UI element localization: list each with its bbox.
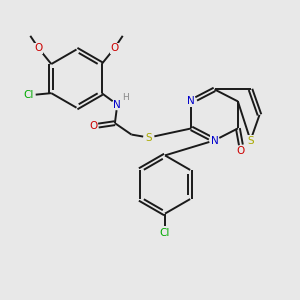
Text: Cl: Cl: [23, 90, 33, 100]
Text: S: S: [146, 133, 152, 142]
Text: O: O: [110, 44, 118, 53]
Text: N: N: [113, 100, 121, 110]
Text: N: N: [187, 96, 194, 106]
Text: H: H: [122, 94, 129, 103]
Text: Cl: Cl: [160, 228, 170, 238]
Text: O: O: [237, 146, 245, 157]
Text: S: S: [247, 136, 254, 146]
Text: N: N: [211, 136, 218, 146]
Text: O: O: [34, 44, 43, 53]
Text: O: O: [89, 121, 97, 130]
